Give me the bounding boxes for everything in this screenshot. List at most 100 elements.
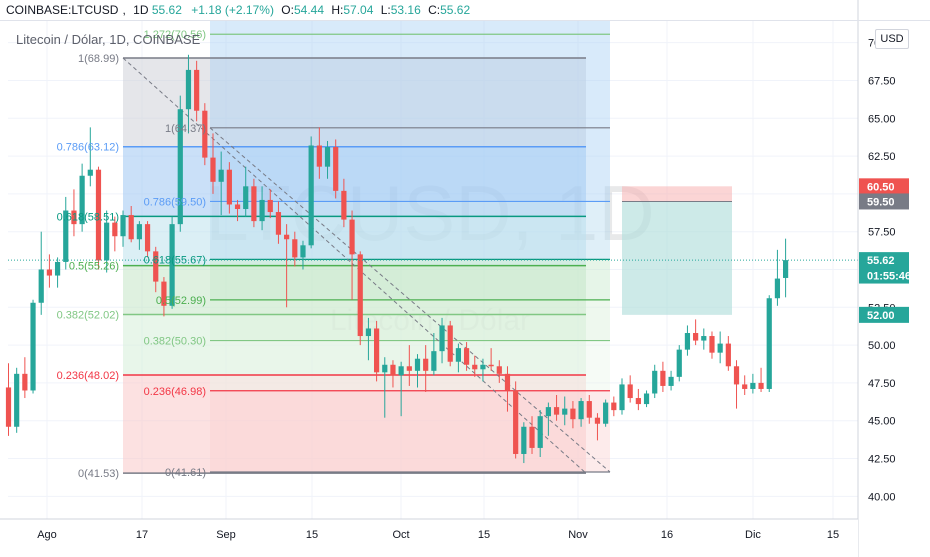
candle — [382, 357, 388, 418]
fib-large-band — [123, 314, 586, 376]
candle — [488, 348, 494, 371]
candle-body — [455, 348, 461, 362]
candle-body — [496, 366, 502, 374]
candle-body — [251, 186, 257, 222]
x-tick-label: Oct — [392, 529, 409, 541]
candle — [619, 378, 625, 415]
candle-body — [120, 215, 126, 237]
candle — [431, 333, 437, 376]
close-label: C: — [428, 3, 441, 17]
candle — [668, 370, 674, 391]
candle-body — [185, 69, 192, 110]
x-tick-label: Dic — [745, 529, 761, 541]
candle — [292, 231, 298, 267]
candle-body — [194, 69, 200, 111]
candle-body — [177, 109, 183, 225]
low-value: 53.16 — [390, 3, 421, 17]
y-tick-label: 62.50 — [868, 151, 896, 163]
fib-small-band — [210, 340, 610, 391]
candle-body — [709, 336, 715, 353]
candle — [717, 331, 723, 364]
candle-body — [439, 325, 445, 352]
candle — [676, 345, 682, 382]
candle-body — [635, 398, 641, 405]
price-axis-tag — [859, 267, 909, 284]
candle-body — [112, 222, 118, 237]
candle-body — [79, 175, 85, 225]
candle-body — [414, 358, 421, 371]
candle — [766, 295, 772, 392]
candle — [447, 320, 453, 367]
position-risk-zone — [622, 186, 732, 202]
candle — [496, 360, 502, 383]
candle — [750, 373, 756, 394]
price-axis-tag-label: 59.50 — [867, 196, 895, 208]
candle-body — [643, 393, 650, 405]
candle — [374, 320, 380, 382]
candle — [423, 345, 429, 392]
currency-button[interactable]: USD — [875, 29, 909, 49]
candle — [202, 103, 208, 166]
candle-body — [161, 281, 167, 306]
candle — [529, 416, 535, 454]
candle-body — [95, 169, 102, 261]
candle-body — [619, 384, 625, 411]
candle-body — [226, 169, 232, 205]
candle-body — [316, 145, 322, 167]
price-axis-tag — [859, 178, 909, 195]
candle — [136, 221, 142, 250]
candle-body — [324, 147, 331, 167]
candle-body — [30, 302, 36, 391]
price-axis-tag — [859, 193, 909, 210]
candle-body — [553, 407, 560, 415]
candle — [169, 216, 175, 309]
candle — [210, 133, 216, 194]
candle-body — [341, 190, 347, 220]
symbol-label[interactable]: COINBASE:LTCUSD — [6, 3, 119, 17]
fib-large-band — [123, 265, 586, 315]
candle — [627, 375, 633, 403]
candle-body — [218, 169, 224, 182]
interval-label[interactable]: 1D — [133, 3, 149, 17]
candle-body — [382, 364, 388, 373]
fib-small-band — [210, 34, 610, 128]
candle — [480, 358, 486, 382]
candle — [586, 395, 592, 424]
candle-body — [529, 426, 535, 448]
candle-body — [308, 145, 314, 246]
candle-body — [537, 416, 543, 448]
fib-large-trend-line — [122, 57, 587, 474]
candle — [545, 402, 551, 436]
candle — [693, 319, 699, 346]
legend-bar: COINBASE:LTCUSD, 1D 55.62 +1.18 (+2.17%)… — [6, 3, 471, 17]
candle-body — [292, 239, 298, 258]
candle — [120, 210, 126, 247]
candle — [112, 216, 118, 252]
candle — [5, 363, 12, 436]
fib-large-level-label: 1(68.99) — [78, 53, 119, 65]
x-tick-label: Nov — [568, 529, 588, 541]
candle — [742, 375, 748, 396]
candle — [226, 162, 232, 214]
candle — [398, 361, 404, 417]
fib-small-level-label: 0(41.61) — [165, 467, 206, 479]
candle-body — [758, 382, 764, 389]
candle — [284, 224, 290, 308]
x-tick-label: Ago — [37, 529, 57, 541]
candle — [38, 231, 44, 315]
candle — [472, 355, 478, 377]
candle-body — [684, 333, 691, 350]
candle — [783, 238, 789, 298]
candle — [161, 277, 167, 317]
candle — [22, 357, 28, 399]
candle — [709, 331, 715, 359]
candle — [684, 325, 691, 356]
fib-large-band — [123, 375, 586, 474]
candle — [357, 251, 363, 346]
fib-large-level-label: 0.618(58.51) — [57, 211, 119, 223]
candle-body — [63, 210, 69, 262]
open-value: 54.44 — [293, 3, 324, 17]
candle-body — [701, 336, 707, 341]
